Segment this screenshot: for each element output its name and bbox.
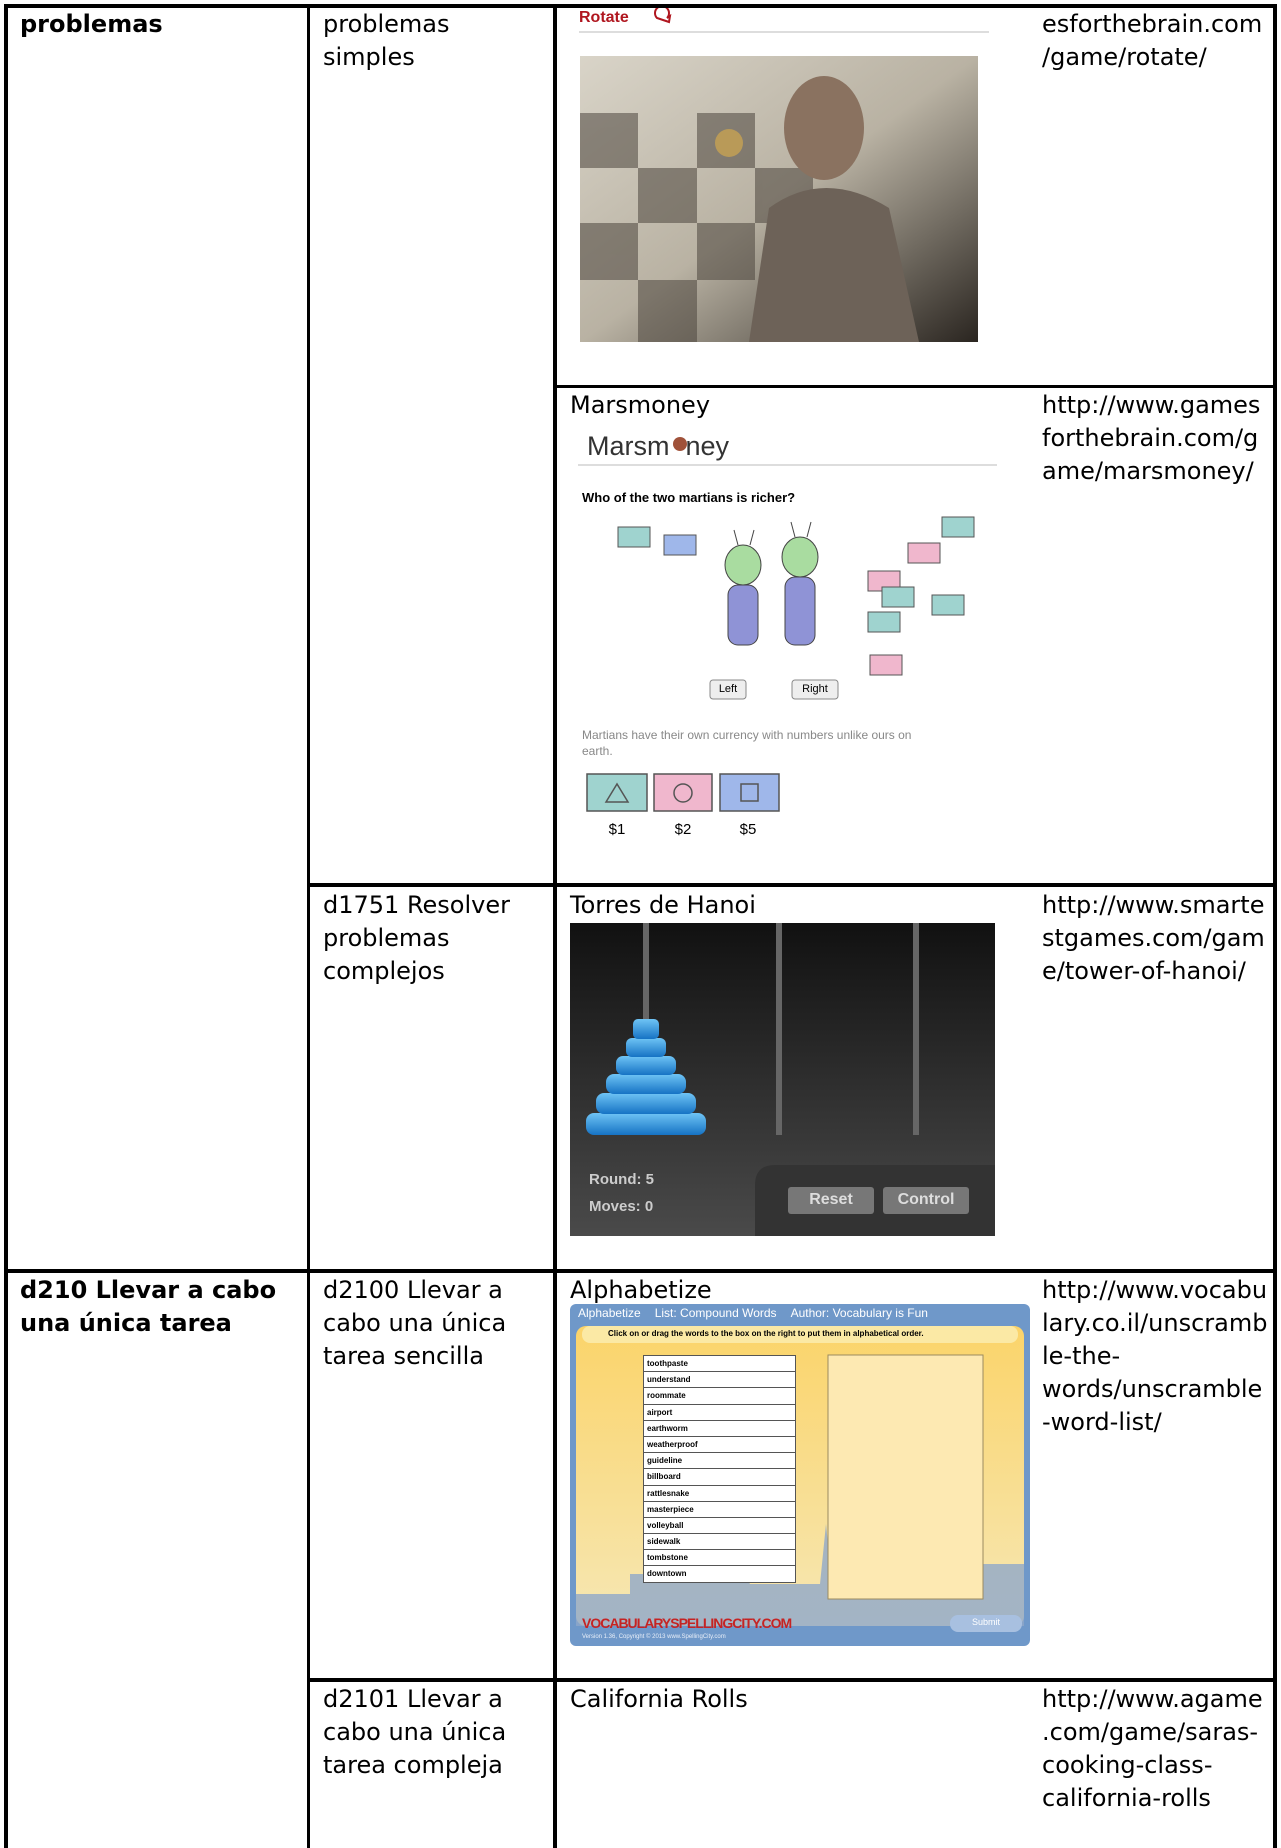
skyline (576, 1524, 1024, 1626)
moves: Moves: 0 (589, 1198, 654, 1215)
word: masterpiece (643, 1501, 796, 1518)
word: toothpaste (643, 1355, 796, 1373)
border (4, 4, 8, 1848)
marsmoney-screenshot: Marsm ney Who of the two martians is rich… (578, 425, 998, 847)
round: Round: 5 (589, 1171, 654, 1188)
rotated-tiles (580, 113, 813, 342)
border (1273, 4, 1277, 1848)
price: $1 (608, 821, 626, 838)
martians (724, 521, 819, 646)
url: esforthebrain.com/game/rotate/ (1042, 10, 1263, 71)
game-title: Torres de Hanoi (570, 891, 756, 919)
url: http://www.smartestgames.com/game/tower-… (1042, 891, 1265, 985)
hanoi-graphic (570, 923, 995, 1236)
word: roommate (643, 1388, 796, 1405)
url: http://www.agame.com/game/saras-cooking-… (1042, 1685, 1263, 1812)
logo: Marsm ney (587, 431, 729, 462)
author: Author: Vocabulary is Fun (790, 1306, 928, 1320)
border (307, 4, 310, 1848)
question: Who of the two martians is richer? (582, 490, 796, 505)
border (4, 4, 1277, 8)
marsmoney-graphic (578, 437, 997, 812)
sphere (715, 129, 743, 157)
currency-icons (586, 773, 780, 812)
word: rattlesnake (643, 1485, 796, 1502)
version: Version 1.36, Copyright © 2013 www.Spell… (582, 1634, 726, 1640)
button-label: Control (897, 1191, 955, 1208)
submit-button (950, 1615, 1022, 1632)
subdomain: d2100 Llevar a cabo una única tarea senc… (323, 1276, 507, 1370)
border (553, 4, 557, 1848)
domain: problemas (20, 10, 163, 38)
hanoi-screenshot: Round: 5 Moves: 0 Reset Control (570, 923, 995, 1236)
list: List: Compound Words (654, 1306, 777, 1320)
game-title: Marsmoney (570, 391, 711, 419)
word: billboard (643, 1469, 796, 1486)
price: $5 (739, 821, 757, 838)
url: http://www.vocabulary.co.il/unscramble-t… (1042, 1276, 1268, 1436)
note: Martians have their own currency with nu… (582, 728, 912, 758)
brand: VOCABULARYSPELLINGCITY.COM (582, 1615, 792, 1631)
word: weatherproof (643, 1436, 796, 1454)
border (309, 1678, 1275, 1682)
logo-end: ney (685, 431, 730, 461)
word: understand (643, 1372, 796, 1389)
rotate-screenshot: Rotate (579, 8, 991, 344)
coins (617, 516, 975, 676)
border (555, 385, 1275, 388)
app-name: Alphabetize (578, 1306, 641, 1320)
word-list: toothpaste understand roommate airport earth… (643, 1355, 796, 1583)
rotate-label: Rotate (579, 9, 629, 26)
button-label: Right (802, 683, 828, 695)
game-title: California Rolls (570, 1685, 748, 1713)
button-label: Left (718, 683, 738, 695)
subdomain: d1751 Resolver problemas complejos (323, 891, 510, 985)
game-title: Alphabetize (570, 1276, 712, 1304)
word: airport (643, 1404, 796, 1421)
rotate-graphic (579, 8, 989, 342)
word: earthworm (643, 1420, 796, 1437)
alphabetize-graphic (570, 1304, 1030, 1646)
button-right (791, 679, 839, 700)
border (309, 883, 1275, 887)
logo-dot (673, 437, 687, 451)
price: $2 (674, 821, 692, 838)
url: http://www.gamesforthebrain.com/game/mar… (1042, 391, 1261, 485)
domain: d210 Llevar a cabo una única tarea (20, 1276, 277, 1337)
instruction: Click on or drag the words to the box on… (608, 1329, 924, 1338)
subdomain: problemas simples (323, 10, 450, 71)
answer-box (827, 1354, 984, 1600)
word: sidewalk (643, 1534, 796, 1551)
word: downtown (643, 1566, 796, 1583)
disks (586, 1019, 706, 1135)
instruction-bar (582, 1326, 1018, 1343)
reset-button (788, 1187, 874, 1214)
submit-label: Submit (971, 1617, 1000, 1627)
control-panel (755, 1165, 995, 1236)
subdomain: d2101 Llevar a cabo una única tarea comp… (323, 1685, 507, 1779)
word: tombstone (643, 1550, 796, 1567)
button-left (709, 679, 747, 700)
header: Alphabetize List: Compound Words Author: V… (578, 1306, 928, 1320)
word: volleyball (643, 1517, 796, 1535)
logo-start: Marsm (587, 431, 670, 461)
figure-body (749, 188, 919, 342)
alphabetize-screenshot: Alphabetize List: Compound Words Author: V… (570, 1304, 1030, 1646)
border (6, 1269, 1275, 1273)
button-label: Reset (809, 1191, 853, 1208)
control-button (883, 1187, 969, 1214)
word: guideline (643, 1453, 796, 1470)
figure-head (784, 76, 864, 180)
rotate-icon (654, 8, 672, 24)
